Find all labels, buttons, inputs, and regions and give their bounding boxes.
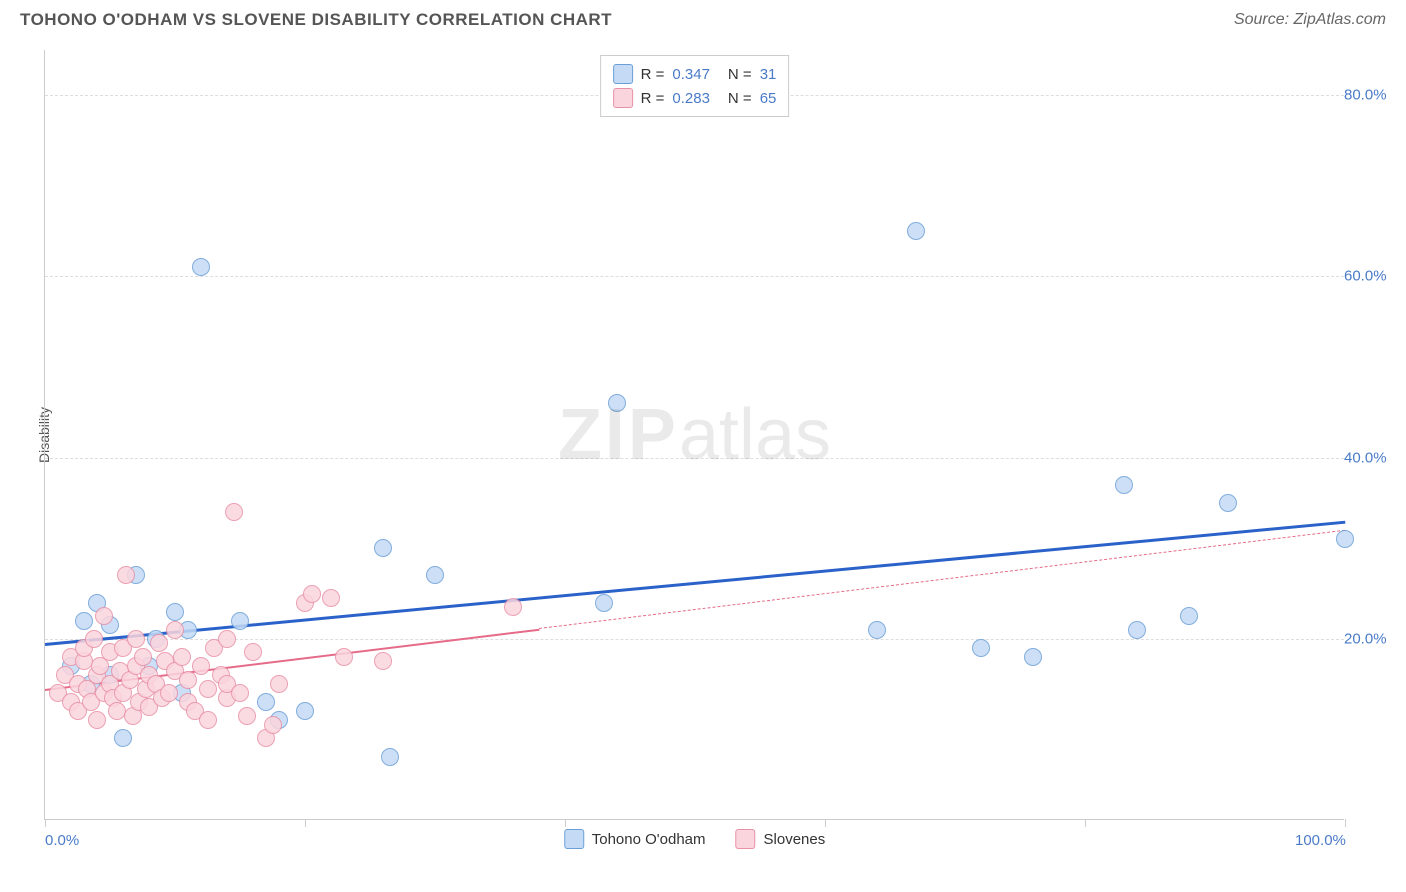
legend-swatch-1 [613,64,633,84]
data-point [134,648,152,666]
data-point [374,652,392,670]
data-point [381,748,399,766]
y-tick-label: 20.0% [1344,630,1394,647]
legend-row-2: R = 0.283 N = 65 [613,86,777,110]
data-point [95,607,113,625]
data-point [166,621,184,639]
data-point [257,693,275,711]
data-point [907,222,925,240]
data-point [160,684,178,702]
x-tick [1345,819,1346,827]
data-point [192,657,210,675]
legend-swatch-2 [613,88,633,108]
legend-label-1: Tohono O'odham [592,831,706,848]
data-point [179,671,197,689]
y-tick-label: 60.0% [1344,268,1394,285]
gridline [45,458,1344,459]
data-point [868,621,886,639]
watermark: ZIPatlas [558,394,831,476]
data-point [1219,494,1237,512]
data-point [108,702,126,720]
series-legend: Tohono O'odham Slovenes [564,829,826,849]
data-point [85,630,103,648]
legend-swatch-3 [564,829,584,849]
data-point [504,598,522,616]
watermark-atlas: atlas [679,395,831,475]
data-point [244,643,262,661]
data-point [75,612,93,630]
n-value-1: 31 [760,66,777,83]
data-point [303,585,321,603]
data-point [608,394,626,412]
r-value-2: 0.283 [672,90,710,107]
data-point [231,612,249,630]
gridline [45,639,1344,640]
data-point [199,680,217,698]
n-label-2: N = [728,90,752,107]
chart-header: TOHONO O'ODHAM VS SLOVENE DISABILITY COR… [0,0,1406,35]
legend-label-2: Slovenes [764,831,826,848]
data-point [972,639,990,657]
y-tick-label: 40.0% [1344,449,1394,466]
chart-source: Source: ZipAtlas.com [1234,11,1386,29]
data-point [150,634,168,652]
data-point [296,702,314,720]
x-tick [45,819,46,827]
data-point [199,711,217,729]
data-point [1115,476,1133,494]
r-label-1: R = [641,66,665,83]
data-point [218,630,236,648]
gridline [45,276,1344,277]
n-value-2: 65 [760,90,777,107]
plot-area: ZIPatlas R = 0.347 N = 31 R = 0.283 N = … [44,50,1344,820]
data-point [374,539,392,557]
x-tick [305,819,306,827]
legend-row-1: R = 0.347 N = 31 [613,62,777,86]
n-label-1: N = [728,66,752,83]
data-point [270,675,288,693]
r-label-2: R = [641,90,665,107]
legend-item-2: Slovenes [736,829,826,849]
data-point [1180,607,1198,625]
y-tick-label: 80.0% [1344,87,1394,104]
data-point [595,594,613,612]
data-point [192,258,210,276]
data-point [1336,530,1354,548]
data-point [173,648,191,666]
x-tick [1085,819,1086,827]
x-tick [825,819,826,827]
x-tick [565,819,566,827]
data-point [88,711,106,729]
data-point [114,729,132,747]
data-point [1128,621,1146,639]
data-point [426,566,444,584]
data-point [322,589,340,607]
legend-swatch-4 [736,829,756,849]
data-point [117,566,135,584]
r-value-1: 0.347 [672,66,710,83]
x-tick-label: 0.0% [45,832,79,849]
data-point [231,684,249,702]
chart-title: TOHONO O'ODHAM VS SLOVENE DISABILITY COR… [20,10,612,30]
chart-container: Disability ZIPatlas R = 0.347 N = 31 R =… [44,50,1384,820]
data-point [264,716,282,734]
data-point [225,503,243,521]
correlation-legend: R = 0.347 N = 31 R = 0.283 N = 65 [600,55,790,117]
x-tick-label: 100.0% [1295,832,1346,849]
legend-item-1: Tohono O'odham [564,829,706,849]
data-point [166,603,184,621]
data-point [127,630,145,648]
data-point [335,648,353,666]
data-point [238,707,256,725]
trend-line [539,530,1345,629]
data-point [1024,648,1042,666]
